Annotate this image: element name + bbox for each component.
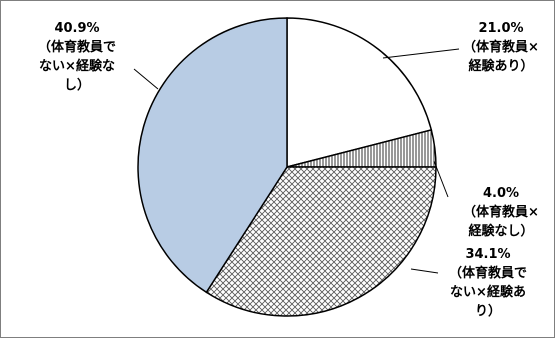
leader-line-3 [410, 268, 439, 274]
leader-line-2 [433, 160, 449, 198]
leader-line-4 [133, 68, 159, 90]
slice-label-3: 34.1%（体育教員でない×経験あり） [449, 247, 527, 319]
slice-label-2: 4.0%（体育教員×経験なし） [463, 186, 539, 239]
pie-slices [137, 17, 437, 317]
pie-slice-4 [137, 17, 288, 294]
leader-lines [133, 48, 460, 274]
pie-slice-1 [286, 17, 433, 168]
slice-labels: 21.0%（体育教員×経験あり） 4.0%（体育教員×経験なし） 34.1%（体育教… [38, 21, 539, 319]
slice-label-4: 40.9%（体育教員でない×経験なし） [38, 21, 116, 93]
slice-label-1: 21.0%（体育教員×経験あり） [463, 21, 539, 74]
leader-line-1 [382, 48, 460, 59]
